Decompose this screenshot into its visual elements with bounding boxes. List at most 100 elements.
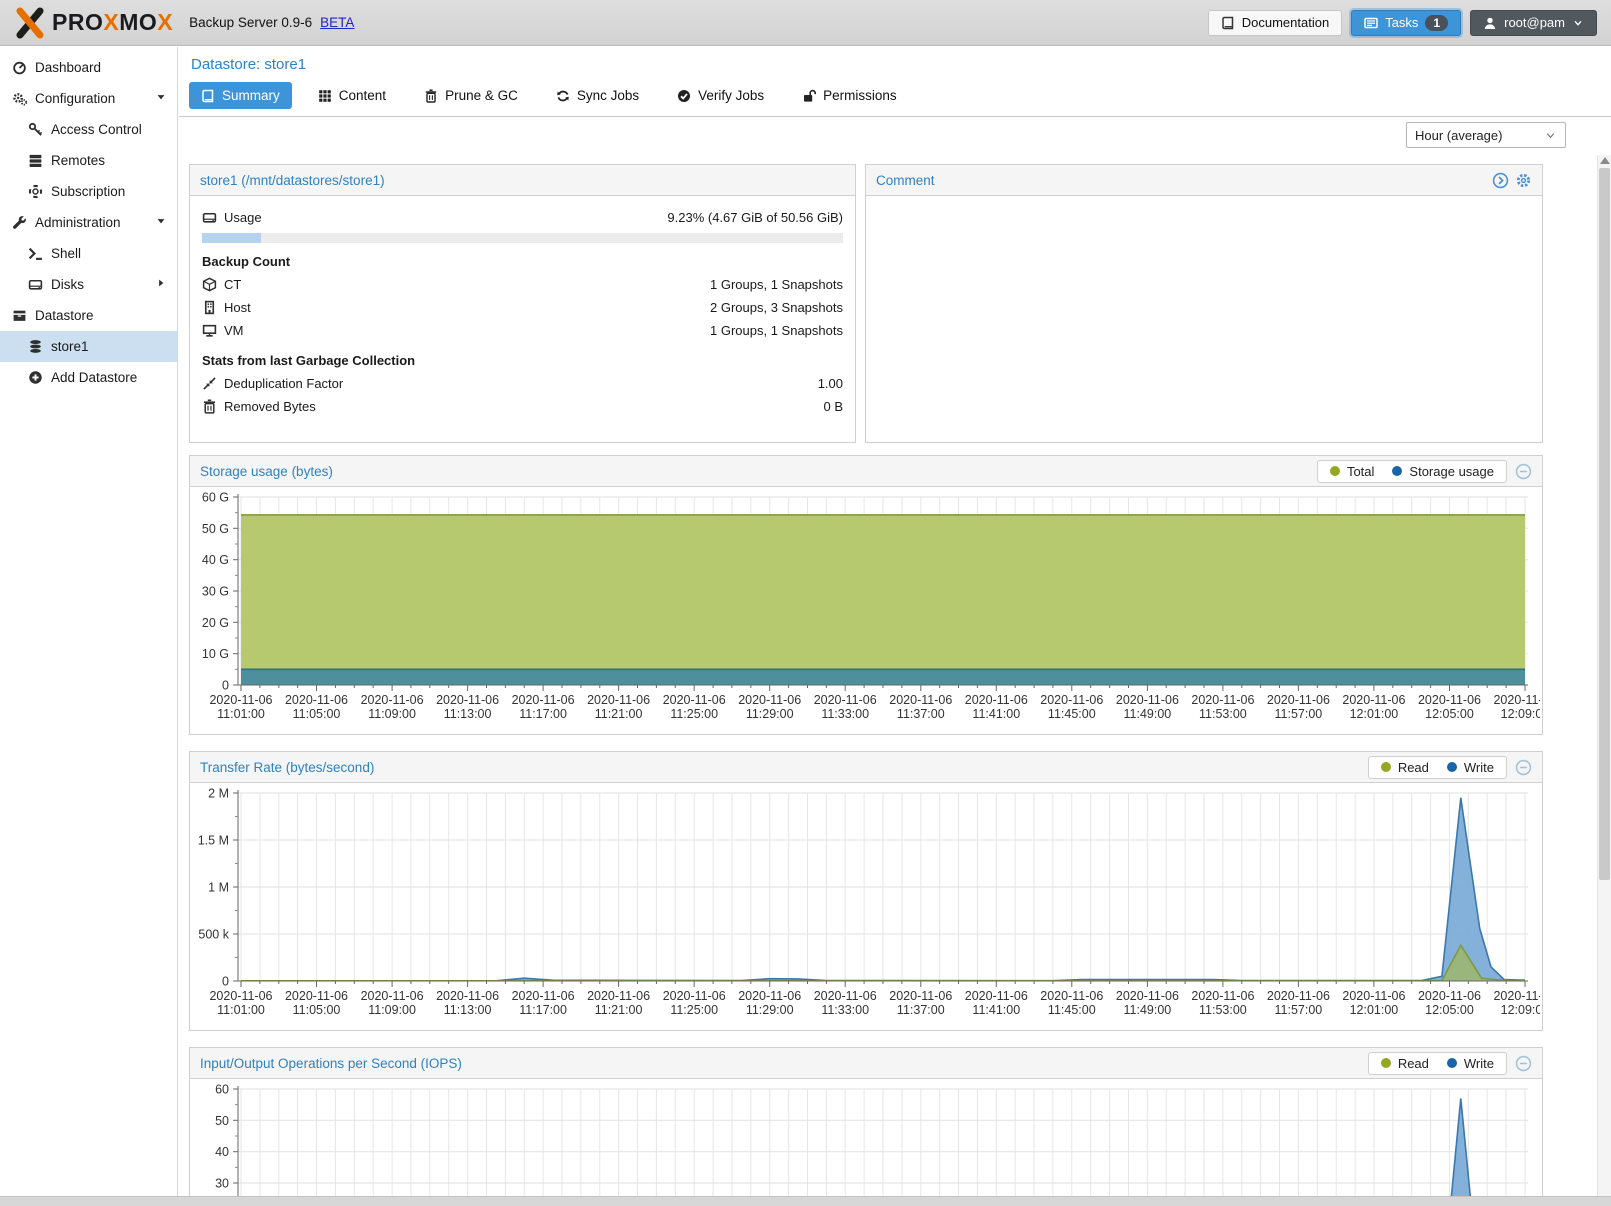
svg-text:11:57:00: 11:57:00 [1275, 1003, 1323, 1017]
tasks-button[interactable]: Tasks 1 [1351, 9, 1462, 36]
svg-text:20 G: 20 G [202, 616, 229, 630]
svg-text:11:41:00: 11:41:00 [972, 1003, 1020, 1017]
svg-text:2020-11-06: 2020-11-06 [361, 989, 424, 1003]
tab-summary[interactable]: Summary [189, 82, 292, 109]
hdd-icon [202, 212, 217, 223]
time-range-select[interactable]: Hour (average) [1406, 122, 1566, 148]
svg-text:11:25:00: 11:25:00 [670, 707, 718, 721]
sidebar-item-access-control[interactable]: Access Control [0, 114, 177, 145]
user-menu-button[interactable]: root@pam [1470, 9, 1597, 36]
scrollbar-thumb[interactable] [1599, 168, 1610, 880]
svg-text:2020-11-06: 2020-11-06 [889, 989, 952, 1003]
svg-text:11:41:00: 11:41:00 [972, 707, 1020, 721]
svg-text:2020-11-06: 2020-11-06 [209, 693, 272, 707]
svg-text:11:05:00: 11:05:00 [293, 1003, 341, 1017]
summary-row-host: Host 2 Groups, 3 Snapshots [202, 296, 843, 319]
svg-text:2020-11-06: 2020-11-06 [1116, 693, 1179, 707]
sidebar-item-store1[interactable]: store1 [0, 331, 177, 362]
beta-link[interactable]: BETA [320, 15, 355, 30]
collapse-chart-icon[interactable] [1515, 759, 1532, 776]
svg-text:11:01:00: 11:01:00 [217, 1003, 265, 1017]
svg-text:50: 50 [215, 1114, 229, 1128]
user-icon [1484, 17, 1496, 29]
svg-text:11:57:00: 11:57:00 [1275, 707, 1323, 721]
tab-verify-jobs[interactable]: Verify Jobs [665, 82, 776, 109]
sidebar-item-remotes[interactable]: Remotes [0, 145, 177, 176]
chart-toolbar: Hour (average) [179, 117, 1611, 154]
sidebar-item-shell[interactable]: Shell [0, 238, 177, 269]
svg-text:2020-11-06: 2020-11-06 [512, 989, 575, 1003]
tab-sync-jobs[interactable]: Sync Jobs [544, 82, 651, 109]
svg-text:1.5 M: 1.5 M [198, 834, 229, 848]
sidebar-item-subscription[interactable]: Subscription [0, 176, 177, 207]
iops-chart-title: Input/Output Operations per Second (IOPS… [200, 1055, 462, 1071]
legend-item-write[interactable]: Write [1446, 1056, 1494, 1071]
svg-text:12:09:00: 12:09:00 [1501, 1003, 1540, 1017]
gc-stats-heading: Stats from last Garbage Collection [202, 353, 416, 368]
svg-text:11:49:00: 11:49:00 [1124, 1003, 1172, 1017]
comment-panel-title: Comment [876, 172, 935, 188]
iops-chart-panel: Input/Output Operations per Second (IOPS… [189, 1047, 1543, 1196]
sidebar-item-dashboard[interactable]: Dashboard [0, 52, 177, 83]
host-icon [204, 300, 215, 315]
caret-down-icon [157, 95, 165, 100]
svg-text:11:09:00: 11:09:00 [368, 1003, 416, 1017]
datastore-panel-title: store1 (/mnt/datastores/store1) [200, 172, 385, 188]
tab-permissions[interactable]: Permissions [790, 82, 909, 109]
svg-text:50 G: 50 G [202, 522, 229, 536]
summary-row-removed-bytes: Removed Bytes 0 B [202, 395, 843, 418]
write-legend-dot [1446, 762, 1457, 772]
svg-text:2020-11-06: 2020-11-06 [285, 693, 348, 707]
sync-icon [557, 90, 569, 101]
gear-icon[interactable] [1515, 172, 1532, 189]
sidebar-item-administration[interactable]: Administration [0, 207, 177, 238]
svg-text:2020-11-06: 2020-11-06 [1493, 989, 1540, 1003]
trash-icon [203, 399, 216, 414]
scrollbar-up-arrow-icon[interactable] [1600, 157, 1610, 164]
legend-item-total[interactable]: Total [1329, 464, 1374, 479]
svg-text:11:29:00: 11:29:00 [746, 1003, 794, 1017]
svg-text:11:53:00: 11:53:00 [1199, 707, 1247, 721]
svg-text:11:33:00: 11:33:00 [821, 707, 869, 721]
svg-text:2020-11-06: 2020-11-06 [209, 989, 272, 1003]
tab-prune-gc[interactable]: Prune & GC [412, 82, 530, 109]
subscription-icon [28, 184, 43, 199]
svg-text:60 G: 60 G [202, 491, 229, 505]
documentation-button[interactable]: Documentation [1207, 9, 1343, 36]
svg-text:2020-11-06: 2020-11-06 [738, 693, 801, 707]
proxmox-wordmark: PROXMOX [52, 9, 174, 35]
svg-text:1 M: 1 M [208, 881, 229, 895]
total-legend-dot [1329, 466, 1340, 476]
legend-item-read[interactable]: Read [1380, 760, 1429, 775]
backup-count-heading: Backup Count [202, 254, 291, 269]
comment-body[interactable] [866, 196, 1542, 216]
tab-content[interactable]: Content [306, 82, 398, 109]
sidebar-item-configuration[interactable]: Configuration [0, 83, 177, 114]
legend-item-storage-usage[interactable]: Storage usage [1392, 464, 1494, 479]
legend-item-write[interactable]: Write [1446, 760, 1494, 775]
svg-text:2020-11-06: 2020-11-06 [663, 693, 726, 707]
storage-usage-chart[interactable]: 010 G20 G30 G40 G50 G60 G2020-11-0611:01… [192, 491, 1557, 731]
gears-icon [13, 93, 27, 106]
collapse-chart-icon[interactable] [1515, 463, 1532, 480]
svg-text:12:05:00: 12:05:00 [1425, 707, 1474, 721]
proxmox-logo: PROXMOX [14, 7, 173, 39]
bottom-strip [0, 1196, 1611, 1206]
collapse-chart-icon[interactable] [1515, 1055, 1532, 1072]
sidebar-nav: Dashboard Configuration Access Control Remo… [0, 47, 178, 1196]
svg-text:40 G: 40 G [202, 553, 229, 567]
storage-chart-title: Storage usage (bytes) [200, 463, 333, 479]
tasks-icon [1364, 17, 1378, 28]
svg-text:12:09:00: 12:09:00 [1501, 707, 1540, 721]
legend-item-read[interactable]: Read [1380, 1056, 1429, 1071]
circle-chevron-right-icon[interactable] [1492, 172, 1509, 189]
iops-chart[interactable]: 01020304050602020-11-0611:01:002020-11-0… [192, 1083, 1540, 1196]
svg-text:0: 0 [222, 975, 229, 989]
sidebar-item-datastore[interactable]: Datastore [0, 300, 177, 331]
sidebar-item-add-datastore[interactable]: Add Datastore [0, 362, 177, 393]
svg-text:2020-11-06: 2020-11-06 [1040, 693, 1103, 707]
vertical-scrollbar[interactable] [1597, 155, 1611, 1196]
grid-icon [318, 89, 331, 102]
sidebar-item-disks[interactable]: Disks [0, 269, 177, 300]
